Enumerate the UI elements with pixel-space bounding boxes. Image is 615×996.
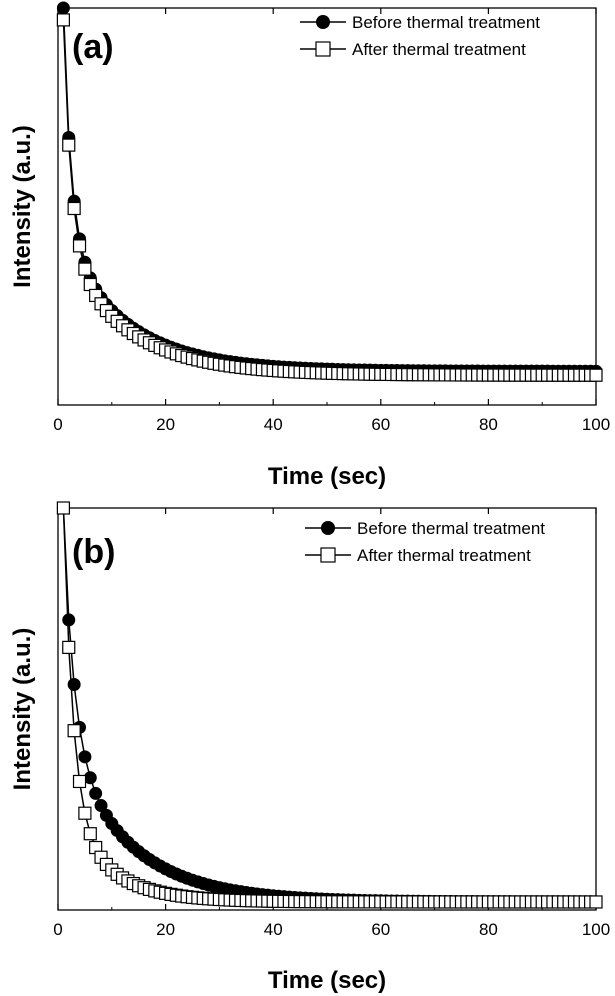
data-point-before [67,678,81,692]
x-tick-label: 40 [264,415,283,434]
legend-marker-square [320,547,336,563]
data-point-after [589,368,603,382]
legend-marker-circle [321,521,335,535]
x-tick-label: 20 [156,920,175,939]
data-point-before [94,799,108,813]
legend-label: Before thermal treatment [357,519,545,538]
data-point-after [72,774,87,789]
data-point-after [589,895,603,909]
x-axis-title: Time (sec) [268,967,386,994]
x-tick-label: 100 [582,415,610,434]
x-tick-label: 0 [53,415,62,434]
x-tick-label: 40 [264,920,283,939]
legend-marker-circle [316,15,330,29]
legend-label: Before thermal treatment [352,13,540,32]
x-tick-label: 100 [582,920,610,939]
data-point-after [56,501,70,515]
data-point-after [62,640,76,654]
x-axis-title: Time (sec) [268,463,386,490]
x-tick-label: 0 [53,920,62,939]
data-point-after [67,201,81,216]
x-tick-label: 80 [479,920,498,939]
chart-panel-2: 0 20 40 60 80 100 Time (sec) Intensity (a.u.) (b… [9,501,610,994]
data-point-after [83,827,97,841]
x-tick-label: 80 [479,415,498,434]
data-point-after [78,806,92,820]
legend-label: After thermal treatment [352,40,526,59]
panel-label: (a) [72,28,114,66]
panel-label: (b) [72,533,115,571]
x-tick-label: 60 [371,920,390,939]
data-point-after [67,724,81,738]
x-tick-label: 60 [371,415,390,434]
legend-label: After thermal treatment [357,546,531,565]
data-point-after [83,277,97,292]
series-line [62,507,596,903]
data-point-after [56,13,70,27]
data-point-after [78,262,92,276]
data-point-after [72,239,87,253]
series-line [62,507,596,903]
y-axis-title: Intensity (a.u.) [9,125,36,288]
series-line [62,19,596,376]
legend-marker-square [315,41,331,57]
data-point-before [78,750,92,764]
data-point-before [62,613,76,627]
data-point-before [56,1,70,15]
data-point-after [62,138,76,152]
data-point-before [89,786,103,800]
chart-panel-1: 0 20 40 60 80 100 Time (sec) Intensity (a.u.) (a… [9,1,610,490]
series-line [62,7,596,372]
x-tick-label: 20 [156,415,175,434]
y-axis-title: Intensity (a.u.) [9,628,36,791]
